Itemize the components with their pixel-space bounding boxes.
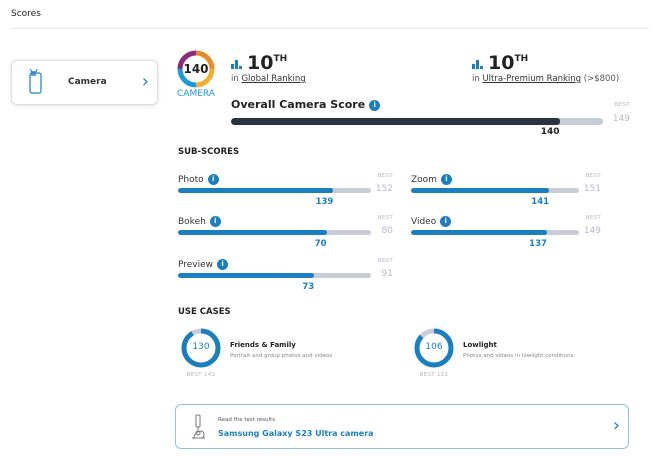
best-label: BEST: [614, 102, 630, 108]
use-case-title: Lowlight: [463, 341, 497, 349]
subscore-fill: [411, 230, 547, 235]
subscore-fill: [411, 188, 550, 193]
subscore-best: 80: [381, 226, 393, 236]
best-label: BEST: [585, 173, 601, 179]
subscore-bokeh: Bokeh i BEST 80 70: [178, 215, 393, 249]
subscore-bar: [178, 188, 371, 193]
subscore-photo: Photo i BEST 152 139: [178, 173, 393, 207]
info-icon[interactable]: i: [207, 174, 219, 185]
subscore-best: 152: [375, 184, 393, 194]
subscore-label: Bokeh i: [178, 216, 221, 227]
use-case-title: Friends & Family: [230, 341, 296, 349]
subscore-label-text: Preview: [178, 260, 214, 270]
subscore-fill: [178, 273, 315, 278]
subscore-label-text: Video: [411, 217, 437, 227]
info-icon[interactable]: i: [217, 259, 229, 270]
overall-label-text: Overall Camera Score: [231, 98, 366, 111]
phone-camera-icon: [29, 69, 42, 94]
use-case-best: BEST 142: [186, 372, 216, 378]
subscore-fill: [178, 188, 334, 193]
best-label: BEST: [377, 258, 393, 264]
badge-score: 140: [183, 62, 209, 76]
subscore-value: 141: [531, 197, 550, 207]
info-icon[interactable]: i: [440, 174, 452, 185]
use-case-0: 130 BEST 142 Friends & Family Portrait a…: [180, 327, 400, 382]
section-title: Scores: [11, 9, 41, 19]
test-results-link[interactable]: Read the test results Samsung Galaxy S23…: [175, 404, 629, 449]
chevron-right-icon: ›: [612, 415, 620, 436]
subscore-value: 139: [315, 197, 334, 207]
overall-best-value: 149: [612, 114, 630, 124]
test-caption: Read the test results: [218, 417, 276, 423]
subscore-label: Zoom i: [411, 174, 452, 185]
use-case-desc: Portrait and group photos and videos: [230, 353, 333, 359]
subscore-zoom: Zoom i BEST 151 141: [411, 173, 601, 207]
subscore-best: 91: [381, 269, 393, 279]
best-label: BEST: [585, 215, 601, 221]
subscore-label: Video i: [411, 216, 452, 227]
subscore-value: 70: [314, 239, 327, 249]
rank-suffix: TH: [273, 54, 288, 64]
camera-score-badge: 140 CAMERA: [174, 50, 218, 102]
badge-ring-icon: [177, 50, 215, 88]
segment-rank: 10TH in Ultra-Premium Ranking (>$800): [472, 52, 619, 84]
subscore-label: Photo i: [178, 174, 219, 185]
subscore-label-text: Photo: [178, 175, 204, 185]
subscore-label: Preview i: [178, 259, 229, 270]
global-rank: 10TH in Global Ranking: [231, 52, 306, 84]
ranking-bars-icon: [472, 60, 483, 69]
microscope-icon: [192, 414, 205, 439]
price-range: (>$800): [583, 74, 620, 84]
subscore-preview: Preview i BEST 91 73: [178, 258, 393, 292]
subscore-best: 151: [583, 184, 601, 194]
use-case-score: 106: [425, 342, 443, 352]
use-case-best: BEST 122: [419, 372, 449, 378]
info-icon[interactable]: i: [440, 216, 452, 227]
subscore-label-text: Zoom: [411, 175, 437, 185]
ultra-premium-ranking-link[interactable]: Ultra-Premium Ranking: [482, 74, 582, 84]
rank-value: 10: [247, 52, 274, 74]
use-case-ring-fill: [181, 328, 221, 368]
best-label: BEST: [377, 215, 393, 221]
info-icon[interactable]: i: [369, 99, 381, 111]
subscore-fill: [178, 230, 327, 235]
subscore-bar: [411, 188, 579, 193]
rank-prefix: in: [231, 74, 239, 84]
subscore-video: Video i BEST 149 137: [411, 215, 601, 249]
card-label: Camera: [68, 77, 107, 87]
test-title: Samsung Galaxy S23 Ultra camera: [218, 429, 374, 438]
subscore-bar: [411, 230, 579, 235]
chevron-right-icon: ›: [141, 71, 149, 92]
use-case-ring: [181, 328, 221, 368]
use-case-ring: [414, 328, 454, 368]
rank-value: 10: [488, 52, 515, 74]
use-case-score: 130: [192, 342, 210, 352]
use-case-ring-fill: [414, 328, 454, 368]
info-icon[interactable]: i: [209, 216, 221, 227]
subscore-label-text: Bokeh: [178, 217, 206, 227]
subscore-value: 73: [302, 282, 315, 292]
badge-label: CAMERA: [177, 89, 215, 99]
overall-score-bar: [231, 118, 603, 125]
overall-score-value: 140: [540, 127, 560, 137]
subscore-bar: [178, 273, 371, 278]
ranking-bars-icon: [231, 60, 242, 69]
overall-score-fill: [231, 118, 560, 125]
use-case-desc: Photos and videos in lowlight conditions: [463, 353, 574, 359]
camera-category-card[interactable]: Camera ›: [11, 60, 158, 105]
use-cases-heading: USE CASES: [178, 307, 231, 317]
rank-suffix: TH: [514, 54, 529, 64]
global-ranking-link[interactable]: Global Ranking: [241, 74, 306, 84]
overall-score-label: Overall Camera Score i: [231, 98, 381, 111]
divider: [11, 28, 649, 29]
best-label: BEST: [377, 173, 393, 179]
subscore-value: 137: [529, 239, 547, 249]
subscore-bar: [178, 230, 371, 235]
use-case-1: 106 BEST 122 Lowlight Photos and videos …: [413, 327, 633, 382]
subscore-best: 149: [583, 226, 601, 236]
rank-prefix: in: [472, 74, 480, 84]
subscores-heading: SUB-SCORES: [178, 147, 240, 157]
